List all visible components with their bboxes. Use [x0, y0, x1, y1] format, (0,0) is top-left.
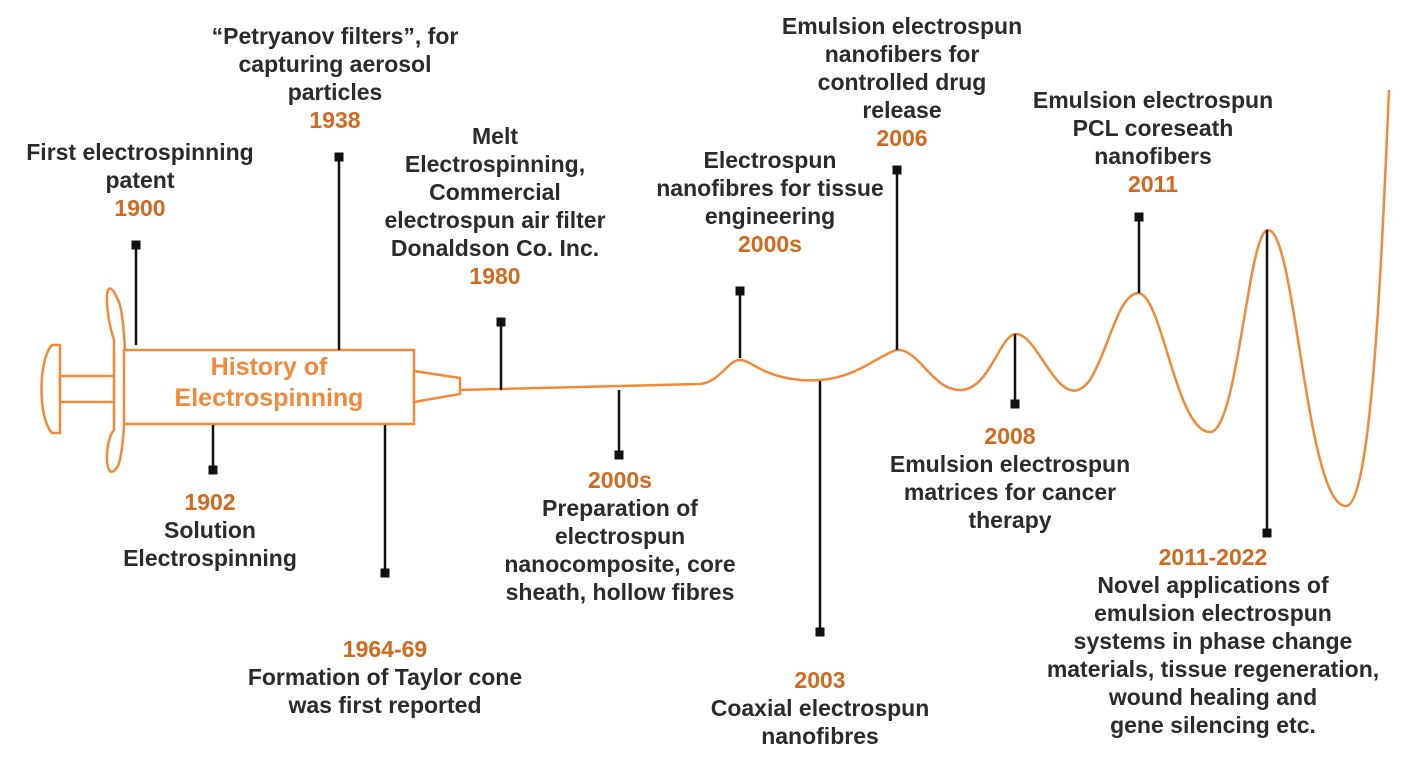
- syringe-title: History of Electrospinning: [174, 353, 364, 413]
- event-2011-description: Emulsion electrospun PCL coreseath nanof…: [1032, 87, 1274, 170]
- event-1902-year: 1902: [184, 489, 236, 515]
- event-2000s-nanocomposite: 2000s Preparation of electrospun nanocom…: [470, 466, 770, 606]
- connector-2006-marker: [892, 165, 902, 175]
- event-1938-year: 1938: [309, 107, 361, 134]
- connector-2000s-nanocomposite-marker: [614, 450, 624, 460]
- event-2003: 2003 Coaxial electrospun nanofibres: [680, 666, 960, 750]
- event-1902-description: Solution Electrospinning: [123, 517, 297, 572]
- event-2000s-nanocomposite-description: Preparation of electrospun nanocomposite…: [504, 495, 736, 606]
- event-1900: First electrospinning patent 1900: [0, 138, 280, 222]
- event-1964-year: 1964-69: [342, 636, 428, 662]
- connector-2011-2022-marker: [1262, 528, 1272, 538]
- connector-1980-marker: [496, 317, 506, 327]
- event-1964-description: Formation of Taylor cone was first repor…: [247, 664, 523, 719]
- connector-2000s-tissue-marker: [735, 286, 745, 296]
- connector-1900-marker: [131, 240, 141, 250]
- timeline-fiber-wave: [459, 89, 1391, 508]
- event-connectors: [131, 152, 1272, 637]
- event-2006-year: 2006: [876, 125, 928, 152]
- event-2000s-tissue-year: 2000s: [738, 231, 802, 258]
- event-1900-year: 1900: [114, 195, 166, 222]
- syringe-plunger-handle: [40, 343, 62, 435]
- event-2003-description: Coaxial electrospun nanofibres: [710, 695, 930, 750]
- connector-2011-marker: [1134, 212, 1144, 222]
- syringe-tip: [412, 369, 462, 404]
- event-2006-description: Emulsion electrospun nanofibers for cont…: [781, 13, 1023, 124]
- event-1964: 1964-69 Formation of Taylor cone was fir…: [210, 635, 560, 719]
- event-2011-2022: 2011-2022 Novel applications of emulsion…: [1005, 543, 1421, 739]
- connector-2003-marker: [815, 627, 825, 637]
- connector-1938-marker: [334, 152, 344, 162]
- event-1980-description: Melt Electrospinning, Commercial electro…: [384, 123, 606, 262]
- event-2008-year: 2008: [984, 423, 1036, 449]
- event-1980-year: 1980: [469, 263, 521, 290]
- event-2008-description: Emulsion electrospun matrices for cancer…: [889, 451, 1131, 534]
- event-1900-description: First electrospinning patent: [26, 139, 254, 194]
- event-2000s-nanocomposite-year: 2000s: [588, 467, 652, 493]
- connector-1964-marker: [380, 568, 390, 578]
- event-2000s-tissue: Electrospun nanofibres for tissue engine…: [640, 146, 900, 258]
- event-1980: Melt Electrospinning, Commercial electro…: [355, 122, 635, 290]
- connector-1902-marker: [208, 465, 218, 475]
- event-2006: Emulsion electrospun nanofibers for cont…: [752, 12, 1052, 152]
- event-2011-2022-description: Novel applications of emulsion electrosp…: [1046, 572, 1380, 739]
- event-2008: 2008 Emulsion electrospun matrices for c…: [860, 422, 1160, 534]
- event-1902: 1902 Solution Electrospinning: [95, 488, 325, 572]
- event-1938-description: “Petryanov filters”, for capturing aeros…: [211, 23, 459, 106]
- connector-2008-marker: [1010, 399, 1020, 409]
- event-2011-2022-year: 2011-2022: [1158, 544, 1268, 570]
- event-1938: “Petryanov filters”, for capturing aeros…: [175, 22, 495, 134]
- event-2003-year: 2003: [794, 667, 846, 693]
- event-2011-year: 2011: [1128, 171, 1178, 198]
- event-2011: Emulsion electrospun PCL coreseath nanof…: [1003, 86, 1303, 198]
- event-2000s-tissue-description: Electrospun nanofibres for tissue engine…: [656, 147, 884, 230]
